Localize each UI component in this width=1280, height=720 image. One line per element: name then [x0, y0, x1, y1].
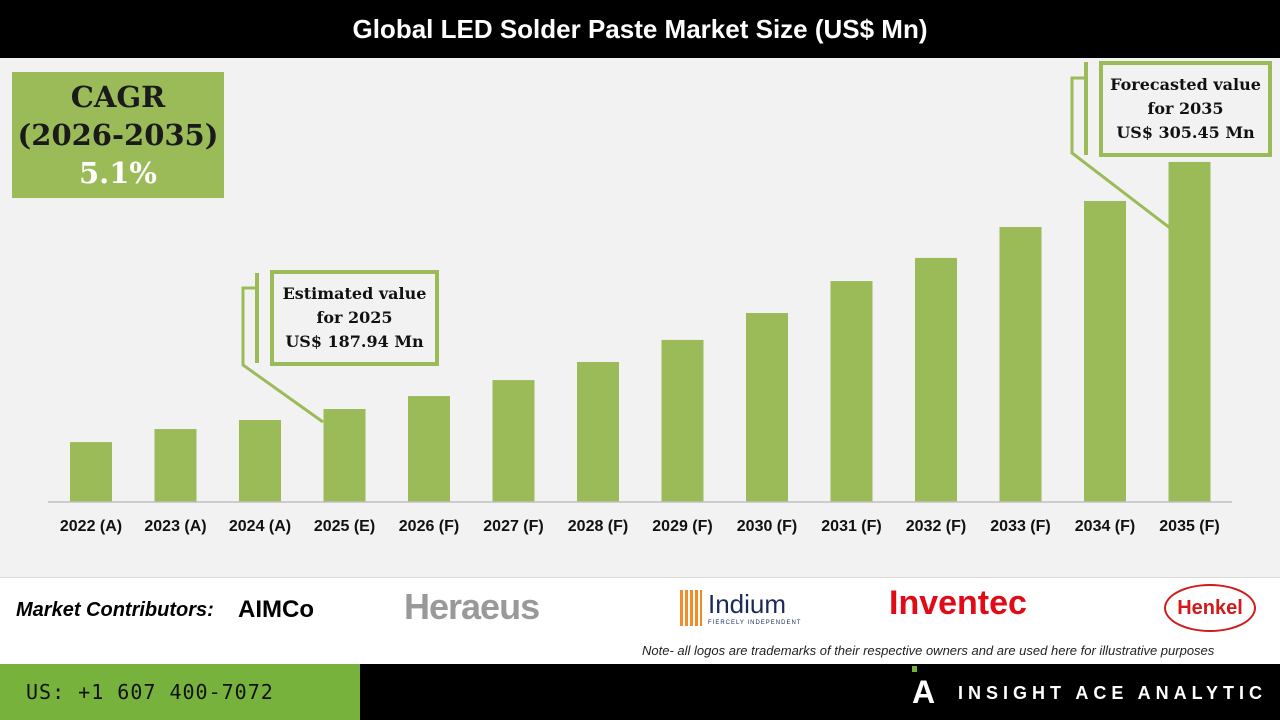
- indium-bars-icon: [680, 589, 702, 626]
- x-tick-label: 2034 (F): [1075, 518, 1135, 535]
- bar: [746, 313, 788, 502]
- indium-logo: Indium FIERCELY INDEPENDENT: [680, 589, 801, 626]
- bar: [239, 420, 281, 502]
- x-tick-label: 2031 (F): [821, 518, 881, 535]
- bar: [915, 257, 957, 502]
- x-tick-label: 2023 (A): [144, 518, 206, 535]
- leader-line: [1070, 76, 1171, 230]
- brand-logo-icon: A: [912, 674, 936, 710]
- callout-value: US$ 305.45 Mn: [1116, 123, 1255, 142]
- contributors-label: Market Contributors:: [16, 599, 214, 621]
- x-tick-label: 2028 (F): [568, 518, 628, 535]
- trademark-note: Note- all logos are trademarks of their …: [642, 643, 1215, 658]
- bar: [577, 361, 619, 502]
- bar: [154, 429, 197, 502]
- x-tick-label: 2025 (E): [314, 518, 375, 535]
- brand-bar: [360, 664, 1280, 720]
- cagr-box: CAGR (2026-2035) 5.1%: [12, 72, 224, 198]
- leader-line: [241, 286, 324, 424]
- henkel-logo: Henkel: [1164, 584, 1256, 632]
- callout-line: Forecasted value: [1110, 75, 1261, 94]
- cagr-label: CAGR: [70, 80, 166, 114]
- callout-line: Estimated value: [282, 284, 427, 303]
- x-tick-label: 2032 (F): [906, 518, 966, 535]
- brand-logo-dot: [912, 666, 917, 672]
- x-tick-label: 2024 (A): [229, 518, 291, 535]
- bar: [70, 442, 112, 502]
- estimated-callout: Estimated value for 2025 US$ 187.94 Mn: [270, 270, 439, 366]
- cagr-period: (2026-2035): [17, 118, 219, 152]
- x-tick-label: 2033 (F): [990, 518, 1050, 535]
- bar: [408, 396, 450, 502]
- x-tick-label: 2026 (F): [399, 518, 459, 535]
- indium-wordmark: Indium: [708, 589, 787, 619]
- callout-line: for 2035: [1147, 99, 1224, 118]
- callout-line: for 2025: [316, 308, 393, 327]
- inventec-logo: Inventec: [889, 584, 1027, 622]
- bar: [323, 409, 366, 502]
- brand-name: INSIGHT ACE ANALYTIC: [958, 683, 1268, 703]
- callout-value: US$ 187.94 Mn: [285, 332, 424, 351]
- bar: [1084, 200, 1126, 502]
- x-tick-label: 2027 (F): [483, 518, 543, 535]
- bar: [999, 227, 1042, 502]
- bar: [1168, 161, 1211, 502]
- heraeus-logo: Heraeus: [404, 586, 540, 627]
- bar: [830, 281, 873, 502]
- bar: [661, 339, 704, 502]
- indium-tagline: FIERCELY INDEPENDENT: [708, 620, 802, 626]
- forecast-callout: Forecasted value for 2035 US$ 305.45 Mn: [1099, 61, 1272, 157]
- cagr-value: 5.1%: [78, 156, 157, 190]
- aimco-logo: AIMCo: [238, 596, 314, 623]
- phone-number: US: +1 607 400-7072: [0, 664, 360, 720]
- chart-title: Global LED Solder Paste Market Size (US$…: [0, 0, 1280, 58]
- x-tick-label: 2035 (F): [1159, 518, 1219, 535]
- bar: [492, 380, 535, 502]
- x-tick-label: 2029 (F): [652, 518, 712, 535]
- x-tick-label: 2022 (A): [60, 518, 122, 535]
- x-tick-label: 2030 (F): [737, 518, 797, 535]
